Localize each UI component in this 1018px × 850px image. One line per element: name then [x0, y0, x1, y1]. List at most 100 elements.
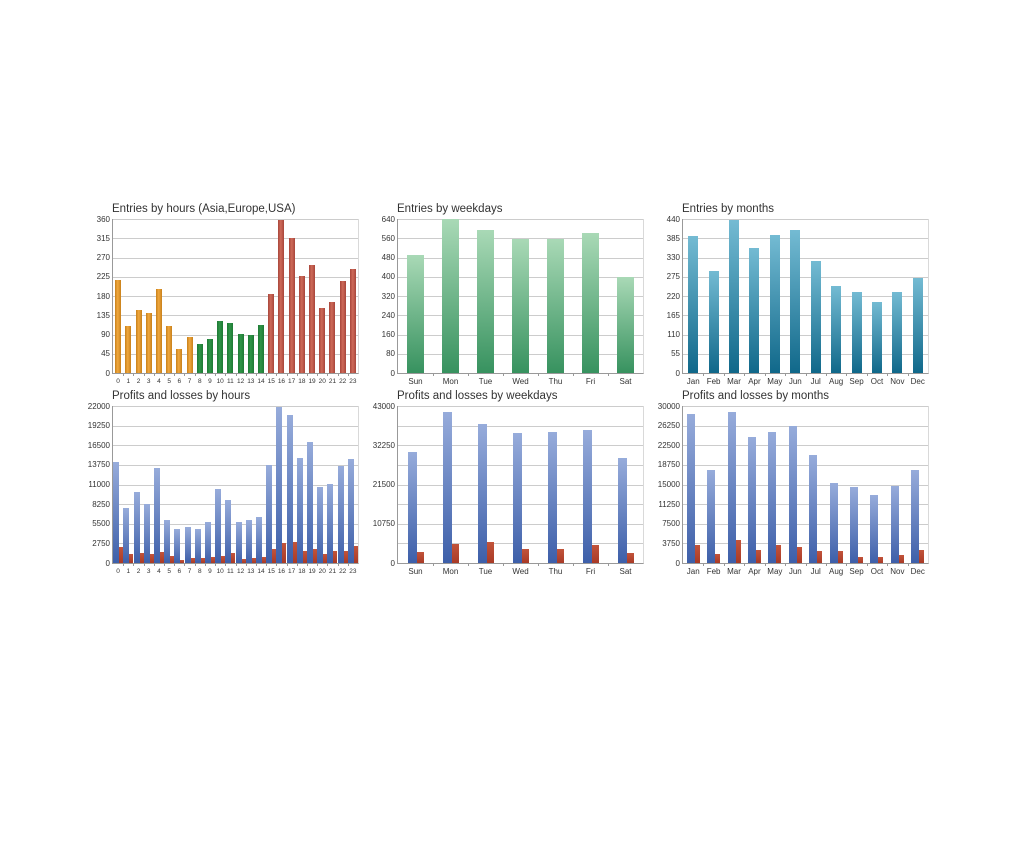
- entries-bar-7: [186, 337, 193, 373]
- x-tick-label: 6: [177, 568, 182, 575]
- gridline: [113, 426, 358, 427]
- losses-bar-19: [313, 549, 318, 563]
- y-tick-label: 45: [101, 349, 110, 359]
- gridline: [113, 315, 358, 316]
- axis-tick: [174, 373, 175, 376]
- profits-bar-Jun: [788, 426, 797, 563]
- entries-bar-17: [288, 238, 295, 373]
- profits-bar-21: [327, 484, 334, 563]
- x-tick-label: 0: [116, 568, 120, 575]
- profits-bar-15: [266, 465, 273, 563]
- entries-bar-Nov: [892, 292, 903, 373]
- profits-bar-Jul: [809, 455, 818, 563]
- entries-bar-Jul: [810, 261, 821, 373]
- gridline: [113, 296, 358, 297]
- axis-tick: [317, 563, 318, 566]
- plot-area: 0 45 90 135 180 225 270 315 360 0 1 2 3 4 5 6 7 8 9 10 11 12 1…: [97, 215, 359, 385]
- x-tick-label: 20: [318, 568, 326, 575]
- losses-bar-17: [292, 542, 297, 563]
- x-tick-label: 0: [116, 378, 120, 385]
- profits-bar-23: [347, 459, 354, 563]
- gridline: [113, 335, 358, 336]
- losses-bar-Jan: [694, 545, 700, 563]
- x-tick-label: Nov: [890, 377, 905, 386]
- entries-bar-18: [298, 276, 305, 373]
- entries-bar-2: [135, 310, 142, 373]
- entries-bar-Wed: [512, 239, 529, 373]
- y-tick-label: 0: [105, 558, 110, 568]
- axis-tick: [573, 563, 574, 566]
- profits-bar-3: [143, 504, 150, 563]
- y-tick-label: 15000: [657, 480, 680, 489]
- x-tick-label: 2: [136, 378, 141, 385]
- losses-bar-0: [119, 547, 124, 563]
- x-tick-label: Thu: [548, 377, 563, 386]
- x-tick-label: 19: [308, 568, 316, 575]
- x-tick-label: Oct: [870, 567, 884, 576]
- entries-bar-Feb: [708, 271, 719, 373]
- x-tick-label: 1: [126, 378, 131, 385]
- y-tick-label: 560: [381, 233, 395, 243]
- y-tick-label: 640: [381, 214, 395, 224]
- entries-bar-Jun: [790, 230, 801, 373]
- y-tick-label: 80: [386, 349, 395, 359]
- x-tick-label: 7: [187, 568, 192, 575]
- x-tick-label: Sep: [849, 567, 864, 576]
- profits-bar-7: [184, 527, 191, 563]
- axis-tick: [806, 373, 807, 376]
- x-tick-label: 3: [146, 378, 151, 385]
- profits-bar-May: [768, 432, 777, 563]
- entries-bar-23: [349, 269, 356, 373]
- gridline: [683, 445, 928, 446]
- losses-bar-Oct: [878, 557, 884, 563]
- y-tick-label: 32250: [372, 440, 395, 450]
- y-tick-label: 55: [671, 349, 680, 359]
- axis-tick: [236, 563, 237, 566]
- plot-area: 0 10750 21500 32250 43000 Sun Mon Tue Wed Thu Fri S…: [373, 402, 644, 576]
- axis-tick: [123, 373, 124, 376]
- axis-tick: [468, 563, 469, 566]
- y-tick-label: 30000: [657, 401, 680, 411]
- x-tick-label: Jun: [788, 377, 802, 386]
- x-tick-label: Jul: [810, 567, 821, 576]
- gridline: [398, 406, 643, 407]
- profits-bar-17: [286, 415, 293, 563]
- x-tick-label: Jan: [686, 377, 700, 386]
- y-tick-label: 320: [381, 291, 395, 301]
- entries-bar-Fri: [582, 233, 599, 373]
- x-tick-label: May: [767, 567, 783, 576]
- x-tick-label: Nov: [890, 567, 905, 576]
- x-tick-label: 10: [216, 568, 224, 575]
- axis-tick: [225, 563, 226, 566]
- x-tick-label: 5: [167, 568, 171, 575]
- axis-tick: [608, 563, 609, 566]
- axis-tick: [785, 563, 786, 566]
- axis-tick: [266, 563, 267, 566]
- x-tick-label: 17: [288, 568, 296, 575]
- y-tick-label: 19250: [87, 421, 110, 431]
- gridline: [683, 296, 928, 297]
- losses-bar-1: [129, 554, 134, 563]
- profits-bar-6: [174, 529, 181, 563]
- profits-bar-14: [256, 517, 263, 563]
- y-tick-label: 330: [666, 253, 680, 262]
- losses-bar-Apr: [755, 550, 761, 563]
- x-tick-label: Sep: [849, 377, 864, 386]
- y-tick-label: 10750: [372, 519, 395, 529]
- profits-bar-4: [153, 468, 160, 563]
- x-tick-label: Mon: [442, 377, 459, 386]
- profits-bar-Sun: [407, 452, 417, 563]
- y-tick-label: 180: [96, 291, 110, 301]
- x-tick-label: 19: [308, 378, 316, 385]
- axis-tick: [246, 373, 247, 376]
- x-tick-label: 23: [349, 568, 357, 575]
- axis-tick: [256, 563, 257, 566]
- axis-tick: [608, 373, 609, 376]
- entries-bar-3: [145, 313, 152, 373]
- axis-tick: [276, 563, 277, 566]
- axis-tick: [144, 563, 145, 566]
- gridline: [398, 426, 643, 427]
- axis-tick: [154, 563, 155, 566]
- x-tick-label: Feb: [706, 567, 721, 576]
- axis-tick: [123, 563, 124, 566]
